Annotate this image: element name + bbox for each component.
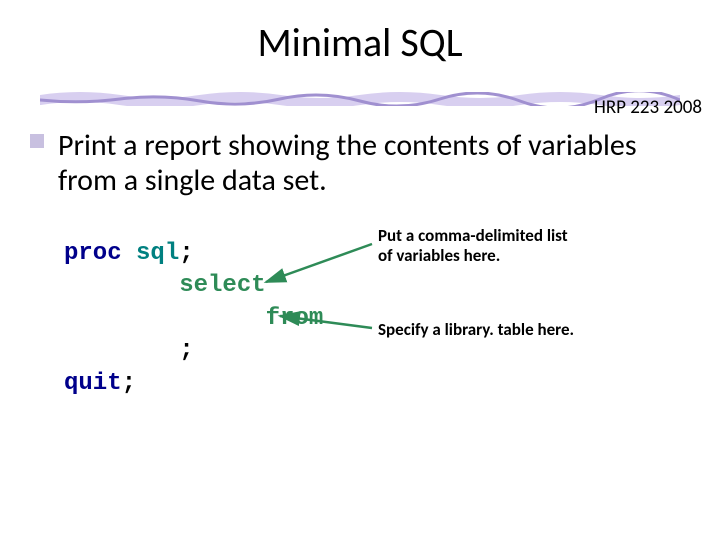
arrow-to-select-icon — [0, 0, 720, 540]
arrow-line-2 — [280, 316, 372, 328]
arrow-line-1 — [266, 244, 372, 282]
